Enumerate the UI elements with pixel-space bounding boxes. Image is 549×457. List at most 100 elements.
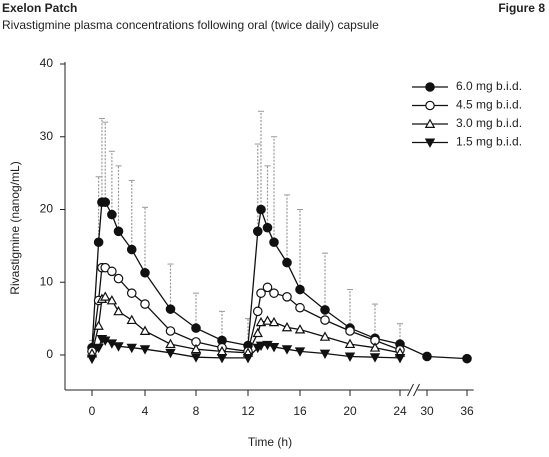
data-point (100, 197, 111, 208)
data-point (86, 354, 98, 365)
axis-break (413, 383, 420, 397)
data-point (191, 323, 201, 333)
data-point (281, 321, 293, 332)
data-point (262, 282, 273, 293)
x-axis-label: Time (h) (248, 435, 292, 449)
data-point (100, 291, 111, 301)
x-tick-label: 20 (343, 404, 357, 418)
x-tick-label: 8 (193, 404, 200, 418)
legend-label: 1.5 mg b.i.d. (456, 135, 522, 149)
series-line (91, 201, 468, 360)
data-point (190, 343, 202, 354)
x-tick-label: 16 (293, 404, 307, 418)
data-point (319, 349, 331, 359)
y-axis-label: Rivastigmine (nanog/mL) (8, 161, 22, 294)
data-point (268, 316, 280, 327)
data-point (126, 288, 137, 298)
y-tick-label: 0 (46, 347, 53, 361)
data-point (320, 315, 330, 325)
x-tick-label: 24 (393, 404, 407, 418)
data-point (113, 305, 124, 316)
data-point (295, 302, 305, 313)
data-point (93, 237, 104, 248)
data-point (139, 345, 151, 355)
data-point (269, 237, 279, 248)
data-point (422, 351, 432, 362)
data-point (344, 352, 356, 362)
legend-label: 4.5 mg b.i.d. (456, 98, 522, 112)
data-point (369, 342, 381, 352)
data-point (294, 324, 306, 334)
data-point (394, 353, 406, 364)
data-point (216, 353, 228, 364)
data-point (140, 267, 150, 278)
figure-label: Figure 8 (498, 1, 545, 15)
error-bar (108, 150, 115, 215)
legend-marker (425, 100, 435, 111)
data-point (256, 288, 266, 298)
data-point (106, 295, 118, 305)
data-point (319, 331, 331, 341)
data-point (165, 326, 176, 336)
data-point (242, 353, 254, 364)
header-title: Exelon Patch (2, 1, 77, 15)
data-point (282, 291, 292, 302)
data-point (106, 339, 118, 349)
data-point (462, 353, 472, 364)
data-point (113, 342, 124, 352)
error-bar (372, 303, 378, 339)
subtitle: Rivastigmine plasma concentrations follo… (2, 18, 379, 32)
error-bar (347, 289, 353, 329)
x-tick-label: 4 (142, 404, 149, 418)
data-point (113, 226, 124, 237)
data-point (268, 343, 280, 353)
data-point (252, 327, 263, 338)
data-point (107, 209, 117, 220)
x-tick-label: 0 (89, 404, 96, 418)
data-point (295, 284, 305, 295)
y-tick-label: 40 (40, 56, 54, 70)
error-bar (95, 176, 102, 243)
error-bar (219, 310, 225, 341)
axis-break (407, 383, 414, 397)
legend-marker (424, 118, 436, 128)
data-point (252, 306, 263, 317)
data-point (190, 353, 202, 363)
error-bar (254, 143, 261, 232)
data-point (139, 325, 151, 335)
error-bar (115, 165, 122, 232)
legend-marker (425, 82, 435, 92)
data-point (344, 338, 356, 349)
error-bar (167, 263, 174, 310)
data-point (369, 353, 381, 363)
y-tick-label: 20 (40, 202, 54, 216)
data-point (252, 226, 263, 237)
error-bar (142, 206, 148, 273)
error-bar (297, 209, 303, 290)
error-bar (284, 194, 290, 263)
data-point (165, 338, 176, 349)
error-bar (258, 110, 264, 210)
x-tick-label: 36 (460, 404, 474, 418)
error-bar (102, 121, 109, 203)
y-tick-label: 10 (40, 274, 54, 288)
data-point (269, 288, 279, 298)
data-point (113, 273, 124, 284)
data-point (294, 347, 306, 357)
data-point (126, 314, 137, 325)
data-point (126, 244, 137, 255)
data-point (107, 266, 117, 277)
data-point (165, 348, 176, 359)
error-bar (128, 179, 135, 250)
error-bar (397, 323, 403, 345)
data-point (100, 336, 111, 346)
error-bar (98, 118, 105, 203)
error-bar (271, 136, 277, 243)
data-point (256, 204, 266, 215)
data-point (126, 343, 137, 354)
data-point (281, 345, 293, 355)
error-bar (193, 292, 199, 329)
data-point (262, 222, 273, 233)
